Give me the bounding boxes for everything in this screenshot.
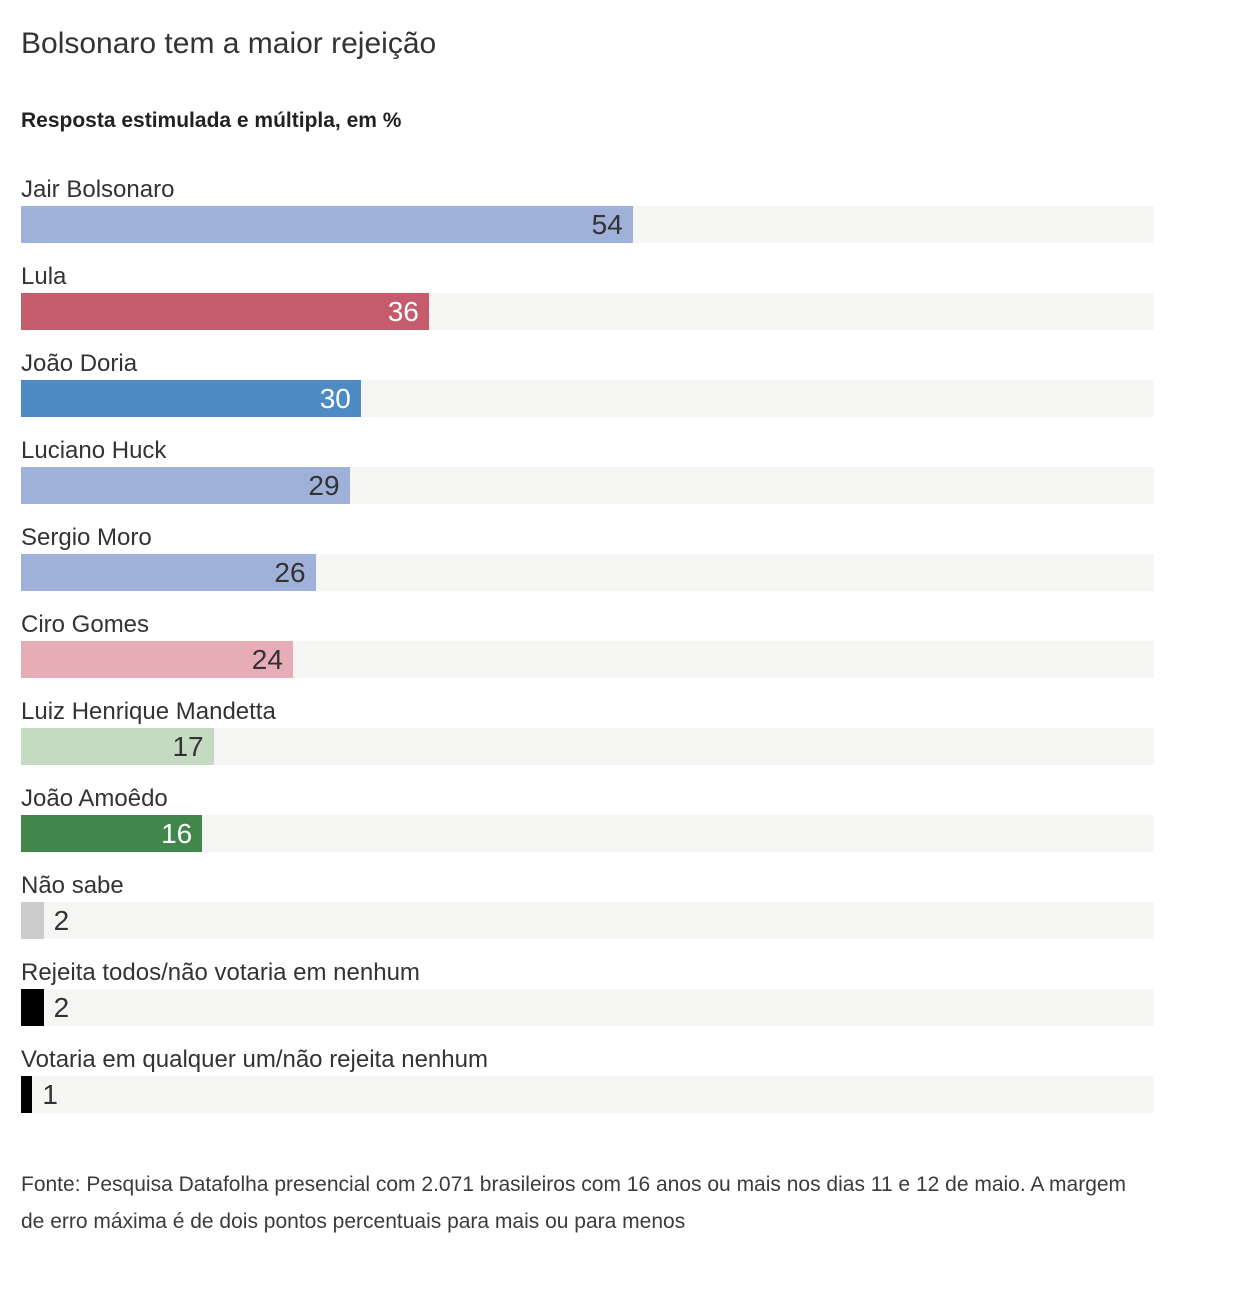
bar-label: Luiz Henrique Mandetta [21, 698, 276, 725]
bar-label: Luciano Huck [21, 437, 167, 464]
chart-row: Ciro Gomes 24 [21, 612, 1154, 678]
bar-label: Rejeita todos/não votaria em nenhum [21, 959, 420, 986]
bar-value: 2 [53, 992, 70, 1023]
bar-track: 2 [21, 902, 1154, 939]
chart-row: Lula 36 [21, 264, 1154, 330]
bar-value: 17 [172, 731, 204, 762]
bar-label: Votaria em qualquer um/não rejeita nenhu… [21, 1046, 488, 1073]
bar-value: 16 [161, 818, 193, 849]
bar-track: 36 [21, 293, 1154, 330]
bar-value: 1 [42, 1079, 58, 1110]
bar: 17 [21, 728, 214, 765]
bar-value: 30 [319, 383, 351, 414]
chart-row: Luciano Huck 29 [21, 438, 1154, 504]
bar-value: 26 [274, 557, 306, 588]
chart-row: Sergio Moro 26 [21, 525, 1154, 591]
bar-chart: Jair Bolsonaro 54 Lula 36 João Doria 30 Lucian… [21, 177, 1154, 1113]
bar: 26 [21, 554, 316, 591]
source-note: Fonte: Pesquisa Datafolha presencial com… [21, 1173, 1127, 1233]
chart-row: Luiz Henrique Mandetta 17 [21, 699, 1154, 765]
bar-label: João Amoêdo [21, 785, 168, 812]
chart-title: Bolsonaro tem a maior rejeição [21, 27, 437, 60]
bar [21, 989, 44, 1026]
chart-row: Jair Bolsonaro 54 [21, 177, 1154, 243]
bar-value: 24 [251, 644, 283, 675]
bar [21, 1076, 33, 1113]
chart-row: Não sabe 2 [21, 873, 1154, 939]
bar-label: Sergio Moro [21, 524, 152, 551]
chart-row: João Doria 30 [21, 351, 1154, 417]
bar: 30 [21, 380, 361, 417]
bar-track: 17 [21, 728, 1154, 765]
bar [21, 902, 44, 939]
bar-track: 29 [21, 467, 1154, 504]
bar: 54 [21, 206, 633, 243]
bar-label: Ciro Gomes [21, 611, 150, 638]
bar-track: 26 [21, 554, 1154, 591]
bar-value: 2 [53, 905, 70, 936]
bar: 36 [21, 293, 429, 330]
chart-row: João Amoêdo 16 [21, 786, 1154, 852]
bar-track: 54 [21, 206, 1154, 243]
bar-track: 2 [21, 989, 1154, 1026]
bar-track: 30 [21, 380, 1154, 417]
bar-track: 1 [21, 1076, 1154, 1113]
bar: 29 [21, 467, 350, 504]
bar-track: 24 [21, 641, 1154, 678]
chart-subtitle: Resposta estimulada e múltipla, em % [21, 109, 402, 132]
bar-label: Não sabe [21, 872, 124, 899]
bar: 24 [21, 641, 293, 678]
bar: 16 [21, 815, 203, 852]
bar-track: 16 [21, 815, 1154, 852]
bar-label: Jair Bolsonaro [21, 176, 175, 203]
bar-value: 54 [591, 209, 623, 240]
bar-label: João Doria [21, 350, 138, 377]
bar-value: 29 [308, 470, 340, 501]
chart-row: Votaria em qualquer um/não rejeita nenhu… [21, 1047, 1154, 1113]
chart-row: Rejeita todos/não votaria em nenhum 2 [21, 960, 1154, 1026]
bar-value: 36 [387, 296, 419, 327]
bar-label: Lula [21, 263, 67, 290]
